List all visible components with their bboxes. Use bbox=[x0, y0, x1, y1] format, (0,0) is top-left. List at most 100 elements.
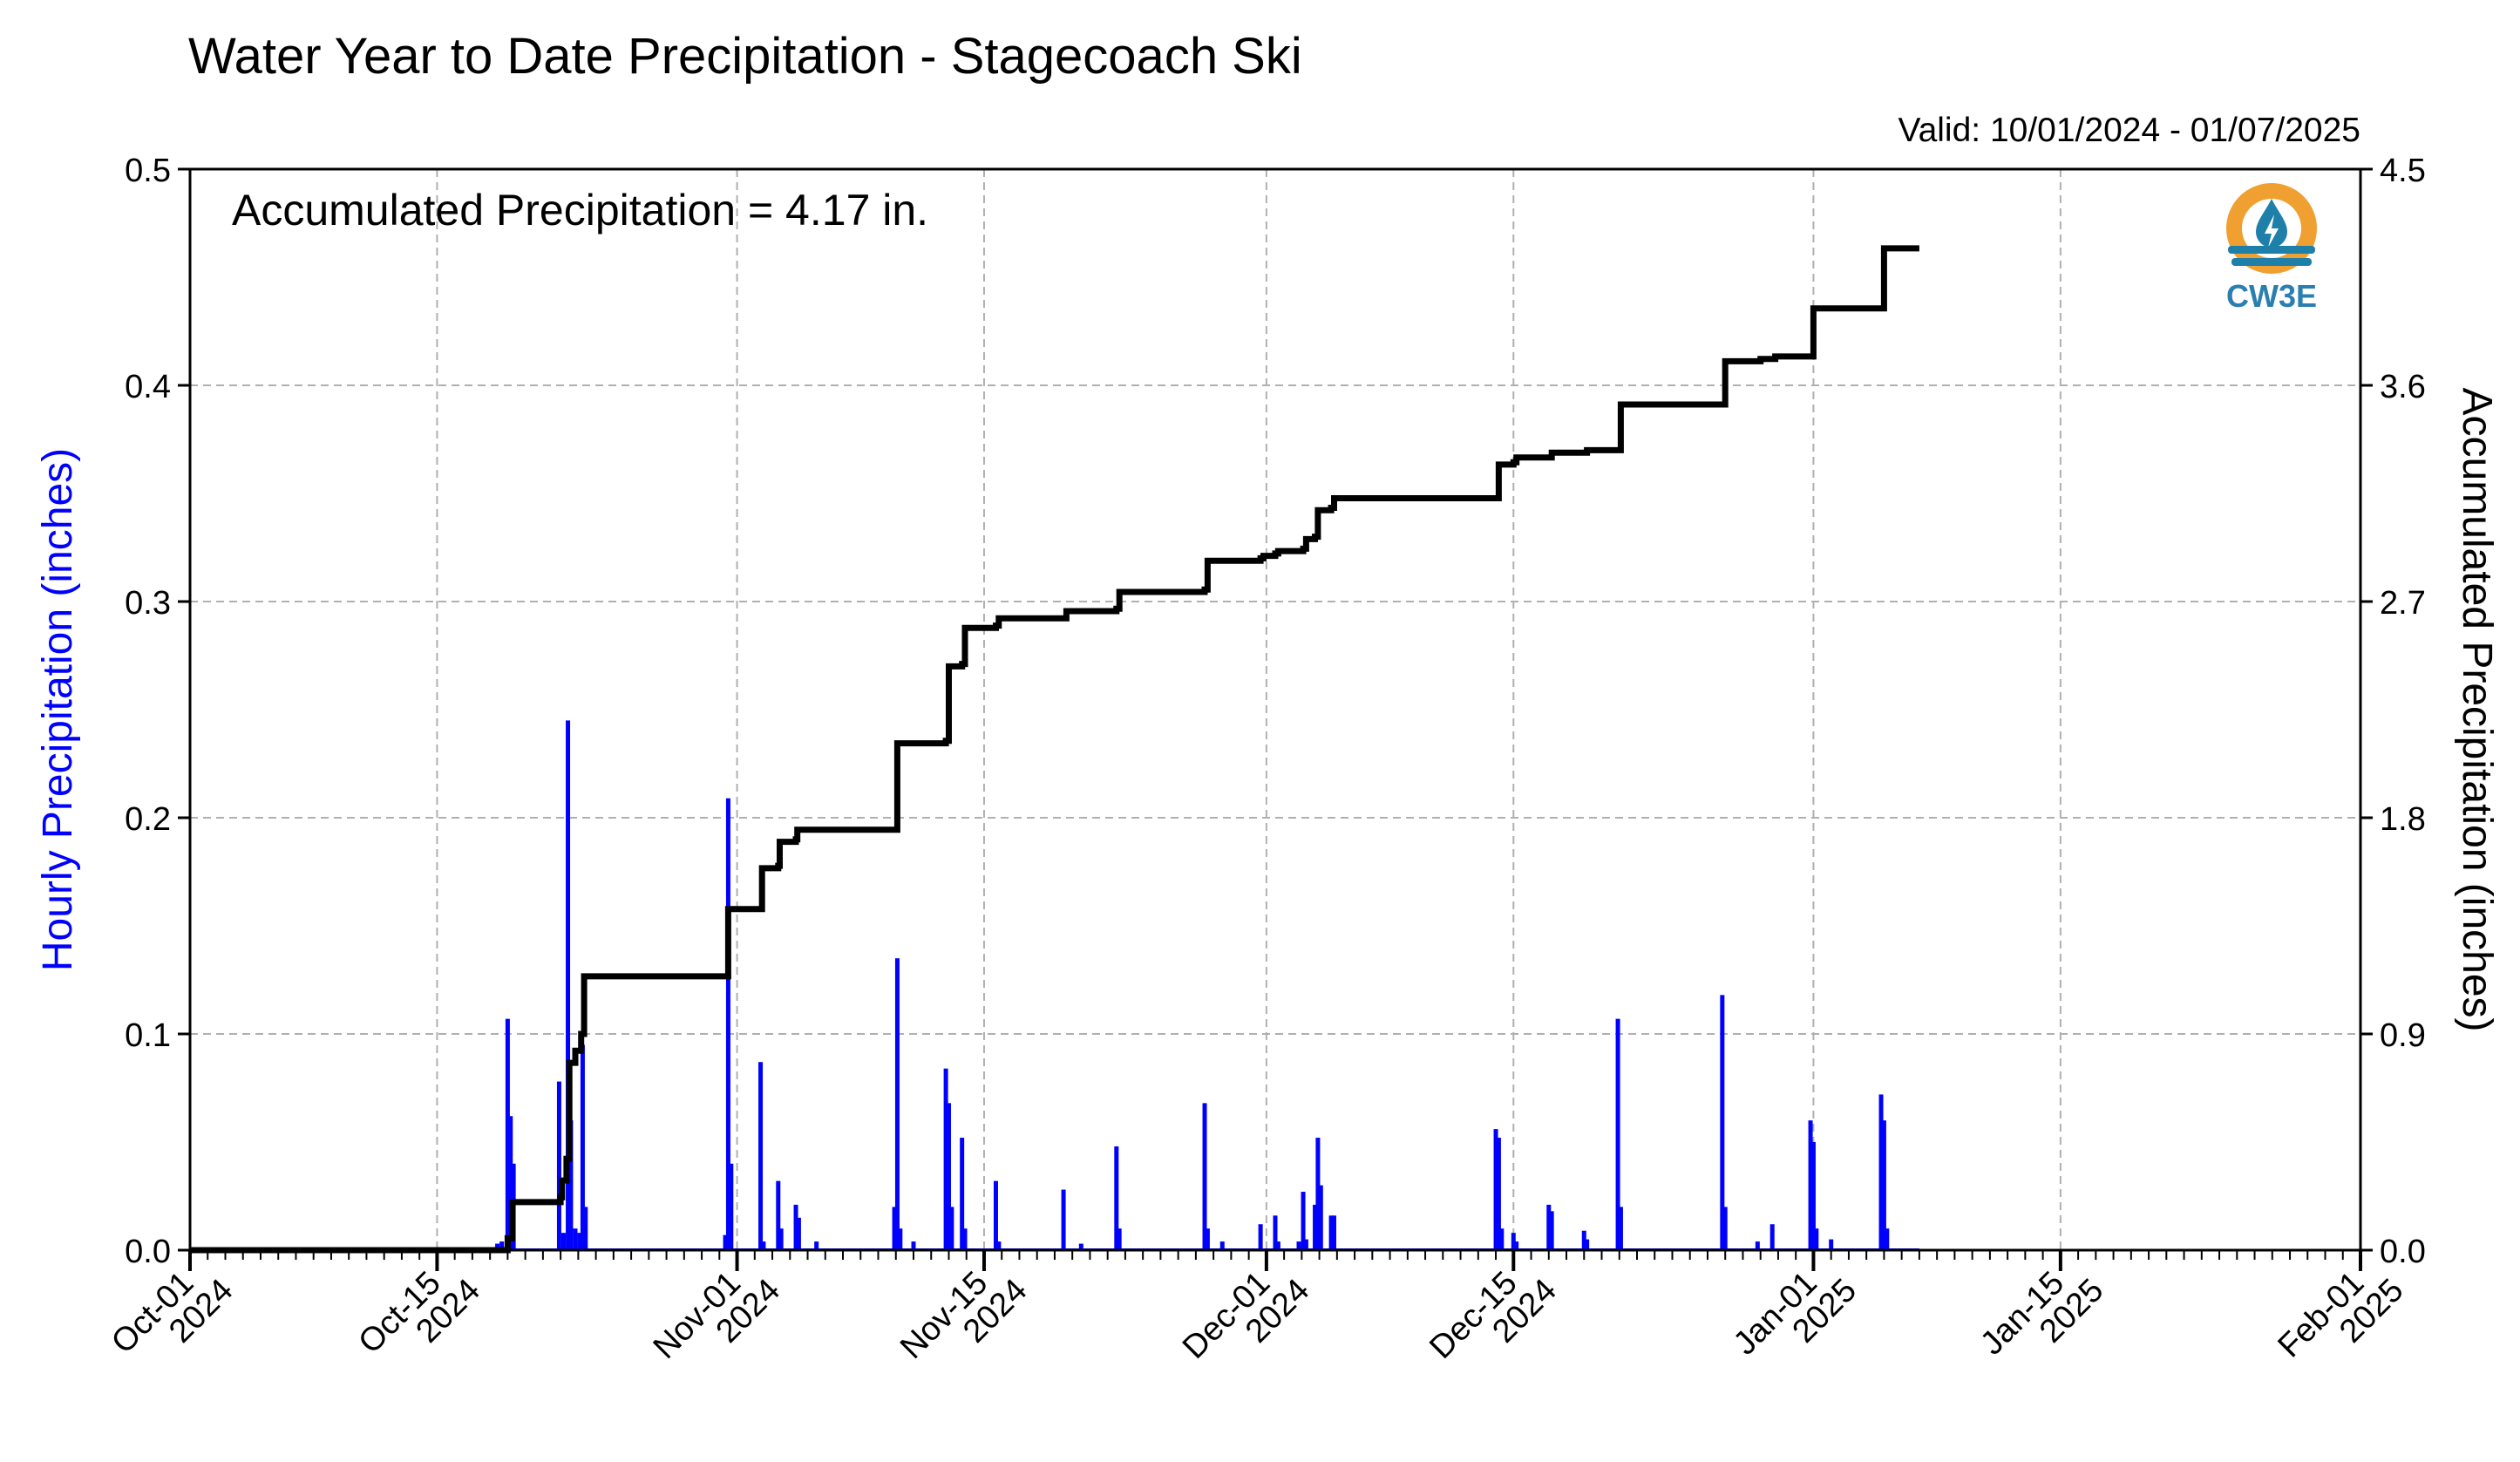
hourly-bar bbox=[1219, 1241, 1225, 1250]
hourly-bar bbox=[776, 1180, 781, 1250]
hourly-bar bbox=[499, 1241, 505, 1250]
hourly-bar bbox=[1881, 1120, 1886, 1250]
y2-tick-label: 2.7 bbox=[2380, 585, 2426, 622]
hourly-bar bbox=[814, 1241, 819, 1250]
hourly-bar bbox=[1581, 1230, 1586, 1250]
hourly-bar bbox=[580, 1044, 585, 1250]
hourly-bar bbox=[1061, 1189, 1066, 1250]
hourly-bar bbox=[1878, 1094, 1884, 1250]
y2-tick-label: 4.5 bbox=[2380, 153, 2426, 189]
right-y-axis: 0.0 0.9 1.8 2.7 3.6 4.5 bbox=[2360, 153, 2426, 1270]
logo-wave-2 bbox=[2231, 258, 2312, 266]
hourly-bar bbox=[1301, 1192, 1306, 1250]
y2-tick-label: 3.6 bbox=[2380, 369, 2426, 405]
y-tick-label: 0.3 bbox=[125, 585, 171, 622]
hourly-bar bbox=[1496, 1138, 1501, 1250]
hourly-bar bbox=[723, 1234, 728, 1250]
hourly-bar bbox=[1493, 1129, 1498, 1250]
y-tick-label: 0.0 bbox=[125, 1234, 171, 1270]
y2-axis-label: Accumulated Precipitation (inches) bbox=[2454, 387, 2500, 1031]
hourly-bar bbox=[1514, 1241, 1519, 1250]
hourly-bar bbox=[1202, 1103, 1207, 1250]
hourly-bar bbox=[508, 1116, 513, 1250]
hourly-bar bbox=[573, 1228, 578, 1250]
hourly-bar bbox=[560, 1233, 566, 1250]
hourly-bar bbox=[1275, 1241, 1280, 1250]
hourly-bar bbox=[1808, 1120, 1813, 1250]
hourly-bar bbox=[962, 1228, 968, 1250]
hourly-bar bbox=[946, 1103, 951, 1250]
hourly-bar bbox=[568, 1120, 574, 1250]
hourly-bar bbox=[911, 1241, 916, 1250]
accumulated-annotation: Accumulated Precipitation = 4.17 in. bbox=[232, 186, 928, 235]
hourly-bar bbox=[758, 1062, 764, 1250]
accumulated-line bbox=[190, 245, 1919, 1254]
valid-date-range: Valid: 10/01/2024 - 01/07/2025 bbox=[1898, 112, 2360, 149]
hourly-bar bbox=[1117, 1228, 1122, 1250]
y-axis-label: Hourly Precipitation (inches) bbox=[35, 448, 81, 971]
hourly-bar bbox=[1331, 1215, 1336, 1250]
hourly-bar bbox=[943, 1068, 948, 1250]
hourly-bar bbox=[1273, 1215, 1278, 1250]
y-tick-label: 0.4 bbox=[125, 369, 171, 405]
cw3e-logo: CW3E bbox=[2226, 183, 2317, 314]
hourly-bar bbox=[898, 1228, 903, 1250]
hourly-bars bbox=[190, 720, 1919, 1250]
hourly-bar bbox=[1303, 1239, 1308, 1250]
hourly-bar bbox=[1810, 1142, 1816, 1250]
hourly-bar bbox=[1258, 1224, 1263, 1250]
hourly-bar bbox=[505, 1018, 510, 1250]
hourly-bar bbox=[1114, 1146, 1119, 1250]
y2-tick-label: 0.0 bbox=[2380, 1234, 2426, 1270]
hourly-bar bbox=[1755, 1241, 1760, 1250]
hourly-bar bbox=[1078, 1243, 1083, 1250]
hourly-bar bbox=[1618, 1207, 1623, 1250]
y2-tick-label: 1.8 bbox=[2380, 801, 2426, 838]
hourly-bar bbox=[894, 958, 900, 1250]
hourly-bar bbox=[583, 1207, 588, 1250]
hourly-bar bbox=[1315, 1138, 1321, 1250]
y2-tick-label: 0.9 bbox=[2380, 1017, 2426, 1054]
hourly-bar bbox=[1722, 1207, 1728, 1250]
hourly-bar bbox=[1549, 1211, 1554, 1250]
hourly-bar bbox=[996, 1241, 1002, 1250]
hourly-bar bbox=[960, 1138, 965, 1250]
grid-lines bbox=[190, 169, 2360, 1250]
hourly-bar bbox=[1720, 995, 1725, 1250]
hourly-bar bbox=[1546, 1204, 1552, 1250]
hourly-bar bbox=[1885, 1228, 1890, 1250]
hourly-bar bbox=[1328, 1215, 1334, 1250]
hourly-bar bbox=[949, 1207, 954, 1250]
hourly-bar bbox=[1814, 1228, 1819, 1250]
left-y-axis: 0.0 0.1 0.2 0.3 0.4 0.5 bbox=[125, 153, 190, 1270]
hourly-bar bbox=[1615, 1018, 1620, 1250]
hourly-bar bbox=[1296, 1241, 1301, 1250]
plot-frame bbox=[188, 167, 2362, 1252]
hourly-bar bbox=[1499, 1228, 1505, 1250]
hourly-bar bbox=[793, 1204, 798, 1250]
hourly-bar bbox=[1511, 1233, 1516, 1250]
hourly-bar bbox=[1205, 1228, 1210, 1250]
y-tick-label: 0.1 bbox=[125, 1017, 171, 1054]
hourly-bar bbox=[796, 1217, 801, 1250]
hourly-bar bbox=[1313, 1204, 1318, 1250]
hourly-bar bbox=[729, 1163, 734, 1250]
y-tick-label: 0.2 bbox=[125, 801, 171, 838]
hourly-bar bbox=[993, 1180, 998, 1250]
hourly-bar bbox=[1585, 1239, 1590, 1250]
hourly-bar bbox=[1829, 1239, 1834, 1250]
logo-text: CW3E bbox=[2226, 278, 2317, 314]
lightning-icon bbox=[2265, 214, 2279, 248]
hourly-bar bbox=[1318, 1185, 1323, 1250]
y-tick-label: 0.5 bbox=[125, 153, 171, 189]
hourly-bar bbox=[725, 798, 730, 1250]
hourly-bar bbox=[778, 1228, 784, 1250]
